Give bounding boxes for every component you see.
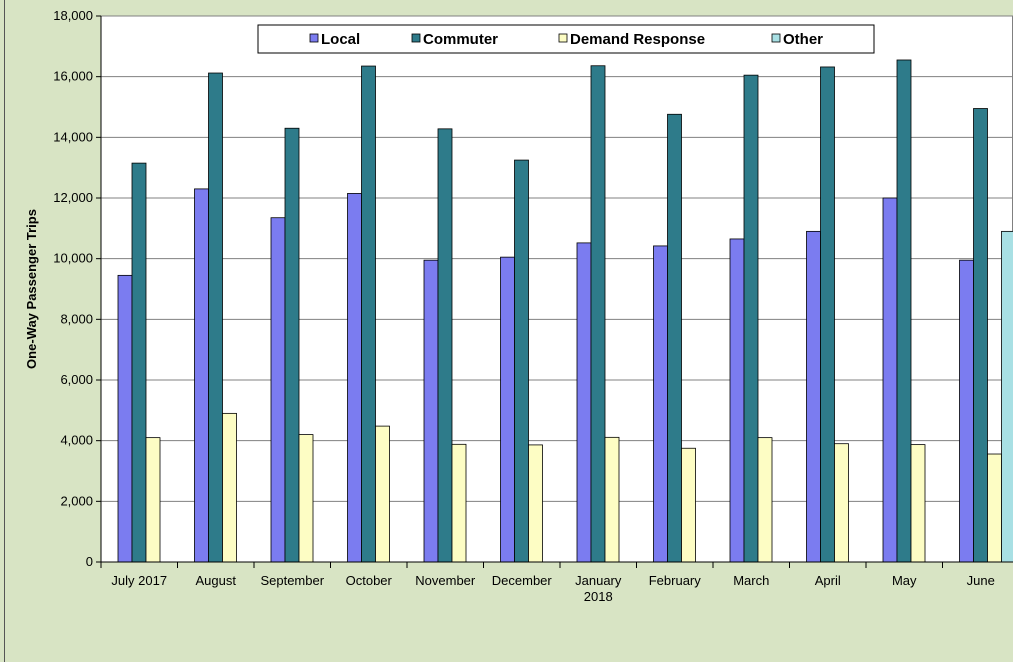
bar-commuter xyxy=(208,72,223,563)
y-tick-labels: 0 2,000 4,000 6,000 8,000 10,000 12,000 14,000 1… xyxy=(53,8,93,569)
y-axis-title: One-Way Passenger Trips xyxy=(24,209,39,369)
legend-swatch xyxy=(309,33,319,43)
bar-demand-response xyxy=(528,444,543,563)
axes xyxy=(96,15,1013,568)
bar-commuter xyxy=(743,74,759,563)
y-tick-label: 10,000 xyxy=(53,251,93,266)
bar-commuter xyxy=(437,128,453,563)
legend: Local Commuter Demand Response Other xyxy=(257,24,875,54)
bar-demand-response xyxy=(757,437,773,563)
legend-swatch xyxy=(411,33,421,43)
bar-demand-response xyxy=(681,447,696,563)
bar-local xyxy=(882,197,898,563)
x-category-label: October xyxy=(346,573,393,588)
bar-commuter xyxy=(896,59,912,563)
y-tick-label: 16,000 xyxy=(53,69,93,84)
bar-demand-response xyxy=(298,434,314,563)
y-tick-label: 18,000 xyxy=(53,8,93,23)
bar-local xyxy=(270,217,286,563)
bar-commuter xyxy=(131,162,147,563)
y-tick-label: 14,000 xyxy=(53,129,93,144)
bar-demand-response xyxy=(834,443,849,563)
bar-local xyxy=(653,245,668,563)
x-category-label: February xyxy=(649,573,702,588)
y-tick-label: 12,000 xyxy=(53,190,93,205)
x-category-label: June xyxy=(967,573,995,588)
legend-label: Other xyxy=(783,31,823,48)
x-category-label: January xyxy=(575,573,622,588)
bar-local xyxy=(729,238,745,563)
bar-local xyxy=(423,259,439,563)
bar-commuter xyxy=(284,127,300,563)
plot-area xyxy=(100,15,1013,563)
x-category-label: November xyxy=(415,573,476,588)
bar-demand-response xyxy=(222,412,237,563)
legend-label: Demand Response xyxy=(570,31,705,48)
bar-local xyxy=(959,259,974,563)
bar-commuter xyxy=(667,113,682,563)
x-category-label: 2018 xyxy=(584,589,613,604)
legend-label: Local xyxy=(321,31,360,48)
legend-label: Commuter xyxy=(423,31,498,48)
bar-demand-response xyxy=(375,425,390,563)
bar-commuter xyxy=(590,65,606,563)
bar-commuter xyxy=(361,65,376,563)
bar-local xyxy=(194,188,209,563)
y-tick-label: 0 xyxy=(86,554,93,569)
bar-local xyxy=(117,274,133,563)
bar-local xyxy=(347,193,362,563)
bar-demand-response xyxy=(987,453,1002,563)
bar-commuter xyxy=(514,159,529,563)
gridlines xyxy=(101,15,1013,502)
bar-commuter xyxy=(820,66,835,563)
y-tick-label: 4,000 xyxy=(60,433,93,448)
x-category-labels: July 2017 August September October November D… xyxy=(111,573,994,604)
legend-swatch xyxy=(771,33,781,43)
y-tick-label: 6,000 xyxy=(60,372,93,387)
y-tick-label: 8,000 xyxy=(60,311,93,326)
x-category-label: May xyxy=(892,573,917,588)
y-tick-label: 2,000 xyxy=(60,493,93,508)
x-category-label: March xyxy=(733,573,769,588)
bar-demand-response xyxy=(910,444,926,563)
x-category-label: September xyxy=(260,573,324,588)
bar-demand-response xyxy=(451,443,467,563)
x-category-label: July 2017 xyxy=(111,573,167,588)
bar-local xyxy=(576,242,592,563)
bar-demand-response xyxy=(145,437,161,563)
bar-demand-response xyxy=(604,436,620,563)
x-category-label: December xyxy=(492,573,553,588)
x-category-label: April xyxy=(815,573,841,588)
chart-frame-border xyxy=(4,0,1013,662)
bar-local xyxy=(806,230,821,563)
x-category-label: August xyxy=(196,573,237,588)
bars xyxy=(117,59,1013,563)
bar-commuter xyxy=(973,108,988,563)
legend-swatch xyxy=(558,33,568,43)
bar-other xyxy=(1001,230,1013,563)
bar-local xyxy=(500,256,515,563)
